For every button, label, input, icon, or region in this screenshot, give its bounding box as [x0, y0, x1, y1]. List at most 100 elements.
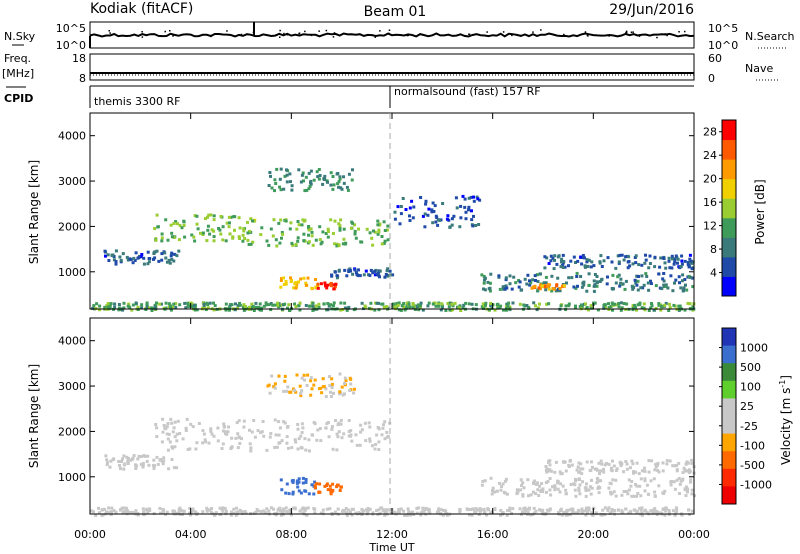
heatmap-cell: [330, 386, 334, 389]
heatmap-cell: [648, 262, 652, 265]
heatmap-cell: [243, 510, 247, 513]
nsearch-point: [374, 36, 376, 38]
heatmap-cell: [617, 260, 621, 264]
heatmap-cell: [467, 208, 470, 212]
heatmap-cell: [164, 218, 168, 222]
heatmap-cell: [345, 513, 349, 517]
heatmap-cell: [212, 235, 216, 238]
heatmap-cell: [375, 433, 379, 437]
heatmap-cell: [368, 507, 372, 511]
heatmap-cell: [498, 306, 502, 310]
heatmap-cell: [307, 228, 311, 232]
heatmap-cell: [682, 466, 686, 470]
heatmap-cell: [309, 169, 313, 173]
heatmap-cell: [252, 419, 256, 422]
heatmap-cell: [446, 214, 450, 218]
heatmap-cell: [523, 506, 527, 510]
heatmap-cell: [345, 511, 348, 515]
heatmap-cell: [155, 455, 159, 459]
heatmap-cell: [664, 266, 668, 270]
heatmap-cell: [578, 470, 582, 474]
heatmap-cell: [640, 506, 644, 510]
heatmap-cell: [383, 437, 387, 441]
heatmap-cell: [139, 255, 143, 259]
velocity-cbar-tick-label: 500: [740, 361, 761, 374]
heatmap-cell: [461, 306, 465, 310]
heatmap-cell: [131, 261, 135, 265]
heatmap-cell: [548, 459, 552, 463]
heatmap-cell: [646, 281, 650, 285]
heatmap-cell: [441, 513, 445, 517]
heatmap-cell: [242, 425, 246, 429]
heatmap-cell: [576, 284, 579, 288]
heatmap-cell: [314, 304, 318, 308]
heatmap-cell: [344, 507, 348, 510]
heatmap-cell: [202, 432, 206, 436]
heatmap-cell: [574, 286, 578, 290]
heatmap-cell: [95, 302, 99, 306]
heatmap-cell: [286, 306, 289, 310]
heatmap-cell: [353, 268, 357, 272]
heatmap-cell: [221, 509, 225, 513]
heatmap-cell: [383, 511, 387, 514]
heatmap-cell: [633, 256, 637, 259]
heatmap-cell: [129, 458, 133, 462]
heatmap-cell: [603, 513, 607, 517]
heatmap-cell: [549, 493, 553, 497]
heatmap-cell: [118, 464, 122, 467]
heatmap-cell: [273, 189, 276, 193]
heatmap-cell: [422, 509, 426, 513]
heatmap-cell: [478, 198, 482, 202]
heatmap-cell: [208, 232, 212, 236]
heatmap-cell: [691, 260, 695, 264]
heatmap-cell: [526, 478, 530, 482]
heatmap-cell: [595, 284, 599, 288]
heatmap-cell: [335, 274, 339, 278]
heatmap-cell: [329, 218, 333, 222]
nsearch-point: [310, 34, 313, 37]
heatmap-cell: [593, 273, 597, 276]
heatmap-cell: [169, 223, 173, 227]
heatmap-cell: [409, 513, 413, 517]
heatmap-cell: [552, 267, 556, 271]
heatmap-cell: [230, 436, 234, 440]
heatmap-cell: [122, 454, 126, 458]
heatmap-cell: [399, 212, 403, 216]
heatmap-cell: [539, 489, 543, 493]
heatmap-cell: [353, 223, 357, 227]
power-cbar-tick-label: 24: [703, 149, 717, 162]
heatmap-cell: [668, 459, 672, 463]
velocity-cbar-segment: [722, 486, 736, 505]
time-tick-label: 00:00: [678, 528, 710, 541]
heatmap-cell: [237, 235, 241, 239]
heatmap-cell: [685, 485, 688, 489]
heatmap-cell: [153, 305, 157, 309]
heatmap-cell: [205, 506, 209, 510]
heatmap-cell: [175, 439, 179, 443]
heatmap-cell: [332, 183, 336, 187]
heatmap-cell: [313, 486, 317, 490]
heatmap-cell: [114, 510, 118, 514]
heatmap-cell: [536, 306, 540, 310]
heatmap-cell: [359, 423, 363, 427]
heatmap-cell: [649, 282, 653, 285]
heatmap-cell: [506, 304, 510, 308]
heatmap-cell: [472, 214, 475, 218]
heatmap-cell: [307, 438, 311, 442]
heatmap-cell: [585, 306, 589, 309]
heatmap-cell: [370, 236, 374, 240]
heatmap-cell: [577, 486, 581, 490]
heatmap-cell: [170, 421, 174, 425]
nsearch-point: [109, 32, 111, 34]
heatmap-cell: [586, 265, 590, 268]
heatmap-cell: [174, 302, 178, 306]
heatmap-cell: [369, 301, 373, 305]
heatmap-cell: [681, 289, 685, 293]
heatmap-cell: [243, 237, 247, 240]
velocity-cbar-segment: [722, 380, 736, 399]
heatmap-cell: [415, 506, 419, 510]
heatmap-cell: [553, 254, 557, 258]
heatmap-cell: [643, 469, 647, 473]
heatmap-cell: [177, 249, 181, 253]
